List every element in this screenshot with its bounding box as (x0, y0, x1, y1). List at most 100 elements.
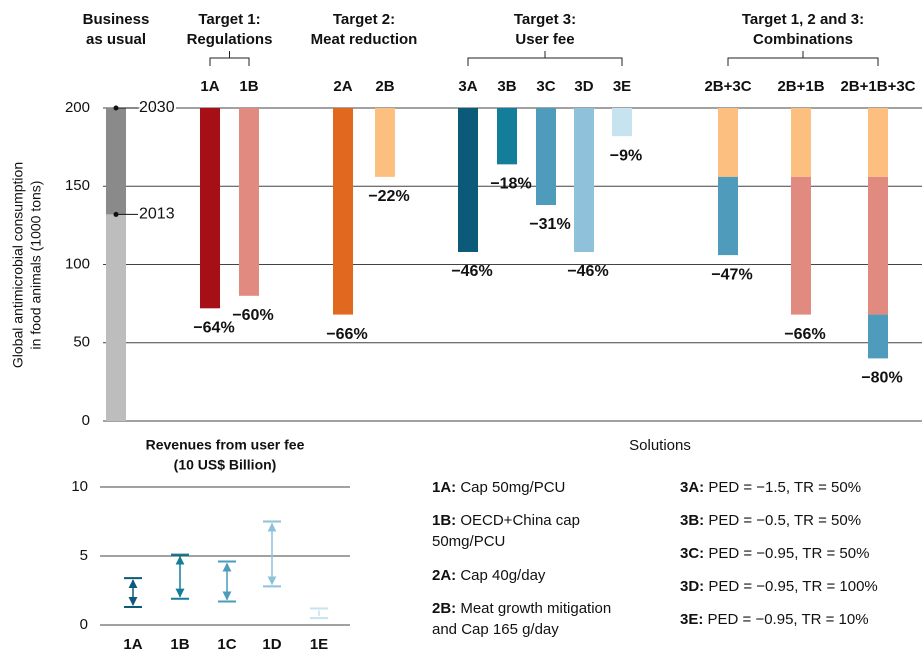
group-title: Target 1: (198, 11, 260, 28)
bar-segment (536, 108, 556, 206)
marker-label: 2013 (139, 206, 175, 223)
change-label: −31% (529, 216, 570, 233)
solution-text: PED = −0.95, TR = 50% (708, 545, 869, 562)
solution-key: 1A: (432, 479, 456, 496)
x-tick-label: 1B (170, 636, 189, 653)
group-title: Target 2: (333, 11, 395, 28)
bar-segment (718, 176, 738, 256)
marker-label: 2030 (139, 99, 175, 116)
solution-key: 3B: (680, 512, 704, 529)
change-label: −18% (490, 176, 531, 193)
bar-segment (458, 108, 478, 252)
change-label: −22% (368, 188, 409, 205)
change-label: −64% (193, 320, 234, 337)
solution-key: 3D: (680, 578, 704, 595)
chart-title: (10 US$ Billion) (174, 457, 277, 473)
bar-segment (868, 314, 888, 359)
solution-text: PED = −0.95, TR = 10% (708, 611, 869, 628)
solution-key: 1B: (432, 512, 456, 529)
solution-key: 3E: (680, 611, 703, 628)
y-tick-label: 200 (65, 99, 90, 116)
change-label: −46% (567, 263, 608, 280)
solution-key: 2A: (432, 567, 456, 584)
bar-label: 2B (375, 78, 394, 95)
marker-dot (113, 211, 119, 217)
bar-segment (612, 108, 632, 137)
solution-text: and Cap 165 g/day (432, 621, 559, 638)
group-title: Meat reduction (311, 31, 418, 48)
solution-text: Cap 40g/day (460, 567, 546, 584)
solution-text: PED = −0.95, TR = 100% (708, 578, 877, 595)
bar-segment (791, 176, 811, 315)
bar-segment (239, 108, 259, 296)
group-title: Business (83, 11, 150, 28)
bar-segment (106, 108, 126, 215)
solution-text: 50mg/PCU (432, 533, 505, 550)
change-label: −66% (784, 326, 825, 343)
y-tick-label: 100 (65, 255, 90, 272)
x-tick-label: 1C (217, 636, 236, 653)
solution-line: 2B: Meat growth mitigation (432, 600, 611, 617)
solution-line: 50mg/PCU (432, 533, 505, 550)
bracket (727, 51, 879, 66)
change-label: −66% (326, 326, 367, 343)
bar-label: 3E (613, 78, 631, 95)
bar-segment (574, 108, 594, 252)
solution-line: 2A: Cap 40g/day (432, 567, 546, 584)
bar-segment (375, 108, 395, 177)
solution-text: PED = −1.5, TR = 50% (708, 479, 861, 496)
y-axis-label: in food animals (1000 tons) (28, 181, 44, 350)
bar-segment (791, 108, 811, 177)
solution-line: and Cap 165 g/day (432, 621, 559, 638)
group-title: as usual (86, 31, 146, 48)
change-label: −9% (610, 147, 642, 164)
bar-segment (106, 214, 126, 421)
x-tick-label: 1E (310, 636, 328, 653)
solution-text: PED = −0.5, TR = 50% (708, 512, 861, 529)
group-title: Target 1, 2 and 3: (742, 11, 864, 28)
bar-segment (333, 108, 353, 315)
bar-label: 2A (333, 78, 352, 95)
y-tick-label: 150 (65, 177, 90, 194)
bar-segment (200, 108, 220, 309)
y-tick-label: 10 (71, 478, 88, 495)
group-title: Regulations (187, 31, 273, 48)
solution-line: 3C: PED = −0.95, TR = 50% (680, 545, 869, 562)
change-label: −60% (232, 307, 273, 324)
solution-key: 3A: (680, 479, 704, 496)
solution-key: 2B: (432, 600, 456, 617)
solution-line: 3D: PED = −0.95, TR = 100% (680, 578, 878, 595)
bracket (209, 51, 250, 66)
change-label: −47% (711, 266, 752, 283)
bar-label: 3D (574, 78, 593, 95)
bar-label: 2B+1B (777, 78, 824, 95)
y-tick-label: 0 (80, 616, 88, 633)
solution-text: Meat growth mitigation (460, 600, 611, 617)
solution-text: OECD+China cap (460, 512, 580, 529)
marker-dot (113, 105, 119, 111)
solution-line: 1A: Cap 50mg/PCU (432, 479, 565, 496)
solutions-title: Solutions (629, 437, 691, 454)
chart-title: Revenues from user fee (146, 437, 305, 453)
group-title: Target 3: (514, 11, 576, 28)
change-label: −46% (451, 263, 492, 280)
solution-line: 3E: PED = −0.95, TR = 10% (680, 611, 869, 628)
bar-segment (497, 108, 517, 165)
bar-segment (718, 108, 738, 177)
y-tick-label: 50 (73, 334, 90, 351)
solution-text: Cap 50mg/PCU (460, 479, 565, 496)
bar-label: 1B (239, 78, 258, 95)
change-label: −80% (861, 370, 902, 387)
solution-line: 3B: PED = −0.5, TR = 50% (680, 512, 861, 529)
y-tick-label: 5 (80, 547, 88, 564)
x-tick-label: 1A (123, 636, 142, 653)
bar-label: 3B (497, 78, 516, 95)
y-tick-label: 0 (82, 412, 90, 429)
solution-line: 1B: OECD+China cap (432, 512, 580, 529)
bar-label: 2B+3C (704, 78, 751, 95)
x-tick-label: 1D (262, 636, 281, 653)
group-title: Combinations (753, 31, 853, 48)
bar-segment (868, 108, 888, 177)
group-title: User fee (515, 31, 574, 48)
